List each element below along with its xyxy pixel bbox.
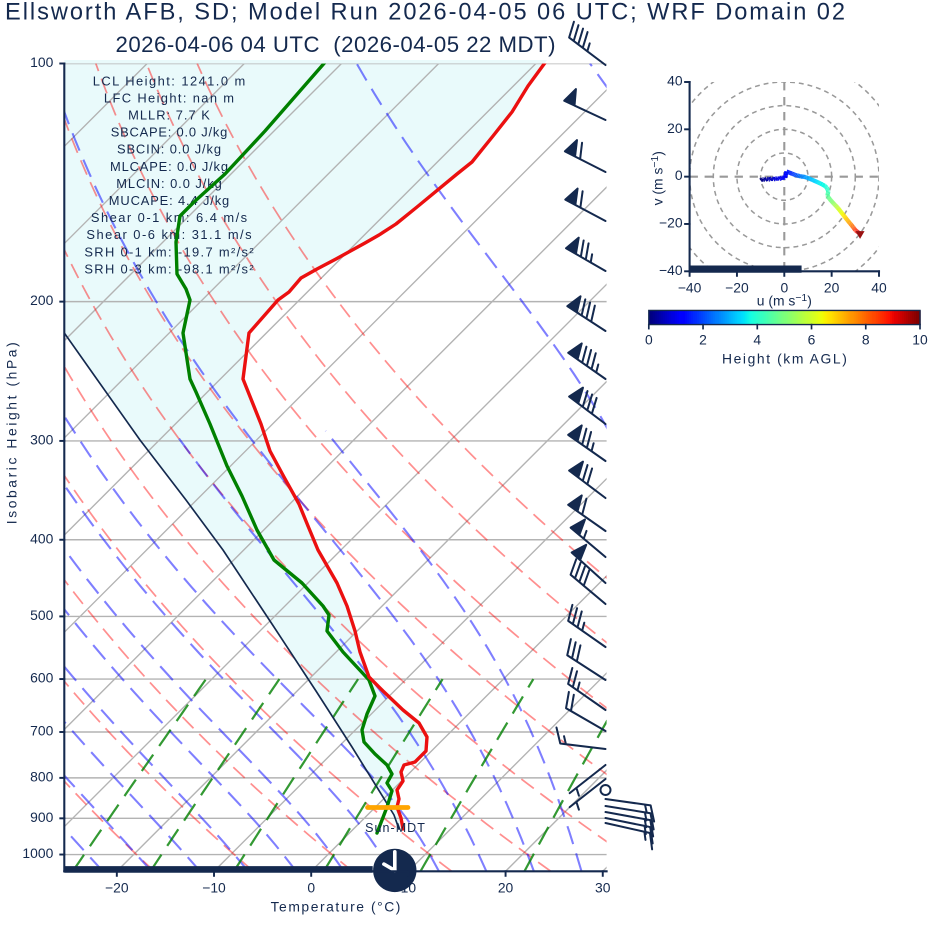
svg-text:100: 100 — [30, 54, 53, 70]
svg-text:30: 30 — [595, 879, 611, 895]
svg-text:600: 600 — [30, 670, 53, 686]
svg-text:SBCIN: 0.0 J/kg: SBCIN: 0.0 J/kg — [117, 142, 221, 157]
svg-text:20: 20 — [498, 879, 514, 895]
svg-text:LFC Height: nan m: LFC Height: nan m — [104, 90, 234, 105]
svg-text:Temperature (°C): Temperature (°C) — [271, 899, 401, 915]
svg-text:Shear 0-6 km: 31.1 m/s: Shear 0-6 km: 31.1 m/s — [86, 227, 251, 242]
svg-text:−40: −40 — [678, 279, 702, 295]
svg-text:20: 20 — [824, 279, 840, 295]
svg-text:1000: 1000 — [22, 845, 53, 861]
svg-text:8: 8 — [862, 332, 870, 348]
svg-text:0: 0 — [645, 332, 653, 348]
svg-text:800: 800 — [30, 768, 53, 784]
svg-text:Height (km AGL): Height (km AGL) — [722, 351, 847, 367]
svg-text:−20: −20 — [105, 879, 129, 895]
svg-text:Ellsworth AFB, SD; Model Run 2: Ellsworth AFB, SD; Model Run 2026-04-05 … — [5, 0, 845, 26]
svg-text:10: 10 — [912, 332, 928, 348]
svg-text:MLLR: 7.7 K: MLLR: 7.7 K — [128, 108, 210, 123]
svg-text:6: 6 — [808, 332, 816, 348]
svg-text:MLCIN: 0.0 J/kg: MLCIN: 0.0 J/kg — [116, 176, 222, 191]
svg-text:MLCAPE: 0.0 J/kg: MLCAPE: 0.0 J/kg — [110, 159, 228, 174]
svg-text:SRH 0-3 km: -98.1 m²/s²: SRH 0-3 km: -98.1 m²/s² — [84, 261, 254, 276]
svg-text:SRH 0-1 km: -19.7 m²/s²: SRH 0-1 km: -19.7 m²/s² — [84, 244, 254, 259]
svg-text:20: 20 — [667, 120, 683, 136]
svg-text:400: 400 — [30, 530, 53, 546]
svg-text:LCL Height: 1241.0 m: LCL Height: 1241.0 m — [93, 73, 246, 88]
svg-text:0: 0 — [780, 279, 788, 295]
svg-text:500: 500 — [30, 607, 53, 623]
svg-text:−20: −20 — [659, 215, 683, 231]
svg-text:0: 0 — [675, 167, 683, 183]
svg-text:−20: −20 — [725, 279, 749, 295]
svg-text:2026-04-06 04 UTC (2026-04-05: 2026-04-06 04 UTC (2026-04-05 22 MDT) — [116, 32, 556, 57]
svg-text:2: 2 — [699, 332, 707, 348]
svg-text:300: 300 — [30, 432, 53, 448]
svg-text:4: 4 — [753, 332, 761, 348]
svg-text:SBCAPE: 0.0 J/kg: SBCAPE: 0.0 J/kg — [111, 125, 228, 140]
svg-text:200: 200 — [30, 292, 53, 308]
svg-text:40: 40 — [667, 73, 683, 89]
svg-text:Shear 0-1 km: 6.4 m/s: Shear 0-1 km: 6.4 m/s — [91, 210, 247, 225]
svg-text:0: 0 — [307, 879, 315, 895]
svg-text:700: 700 — [30, 723, 53, 739]
svg-text:Sun-MDT: Sun-MDT — [365, 821, 425, 835]
svg-text:−40: −40 — [659, 262, 683, 278]
svg-text:−10: −10 — [202, 879, 226, 895]
svg-text:40: 40 — [871, 279, 887, 295]
svg-text:MUCAPE: 4.4 J/kg: MUCAPE: 4.4 J/kg — [109, 193, 229, 208]
svg-text:900: 900 — [30, 809, 53, 825]
